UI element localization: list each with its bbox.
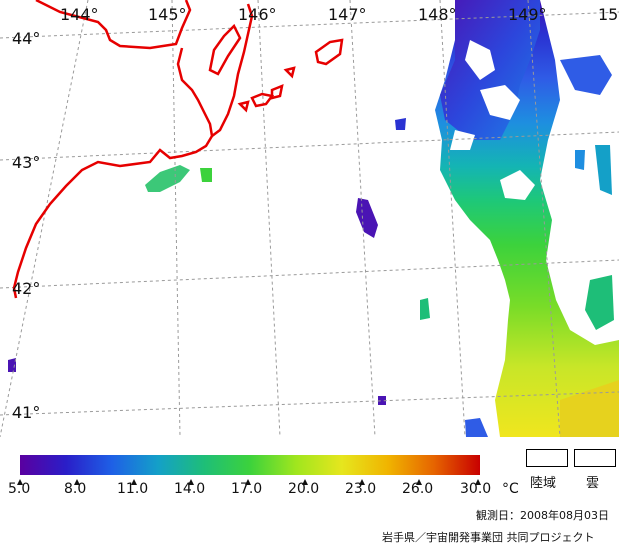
lat-label-42: 42° <box>12 279 40 298</box>
colorbar-tick-17: 17.0 <box>231 481 263 497</box>
project-credit: 岩手県／宇宙開発事業団 共同プロジェクト <box>382 531 595 544</box>
colorbar-gradient <box>20 455 480 475</box>
lon-label-144: 144° <box>60 5 99 24</box>
lon-label-145: 145° <box>148 5 187 24</box>
colorbar-ticks <box>17 479 481 485</box>
colorbar-tick-30: 30.0 <box>460 481 492 497</box>
sst-data-layer <box>8 0 619 437</box>
lon-label-149: 149° <box>508 5 547 24</box>
lat-label-41: 41° <box>12 403 40 422</box>
lon-label-147: 147° <box>328 5 367 24</box>
sst-map: 144° 145° 146° 147° 148° 149° 15 44° 43°… <box>0 0 619 437</box>
observation-date: 観測日：2008年08月03日 <box>476 509 609 522</box>
land-legend-box <box>526 449 568 467</box>
lon-label-150: 15 <box>598 5 618 24</box>
legend-panel: 5.0 8.0 11.0 14.0 17.0 20.0 23.0 26.0 30… <box>0 437 619 546</box>
colorbar-tick-23: 23.0 <box>345 481 377 497</box>
land-legend-label: 陸域 <box>530 476 557 491</box>
graticule <box>0 0 619 437</box>
colorbar-tick-14: 14.0 <box>174 481 206 497</box>
sst-map-canvas: 144° 145° 146° 147° 148° 149° 15 44° 43°… <box>0 0 619 437</box>
lat-label-43: 43° <box>12 153 40 172</box>
colorbar-tick-11: 11.0 <box>117 481 149 497</box>
lon-label-148: 148° <box>418 5 457 24</box>
colorbar-tick-26: 26.0 <box>402 481 434 497</box>
colorbar-tick-8: 8.0 <box>64 481 87 497</box>
cloud-legend-label: 雲 <box>586 476 600 491</box>
colorbar-unit: °C <box>502 481 519 497</box>
coastline <box>12 0 344 299</box>
lat-label-44: 44° <box>12 29 40 48</box>
colorbar-tick-20: 20.0 <box>288 481 320 497</box>
colorbar-tick-5: 5.0 <box>8 481 31 497</box>
cloud-legend-box <box>574 449 616 467</box>
colorbar <box>17 455 481 485</box>
lon-label-146: 146° <box>238 5 277 24</box>
